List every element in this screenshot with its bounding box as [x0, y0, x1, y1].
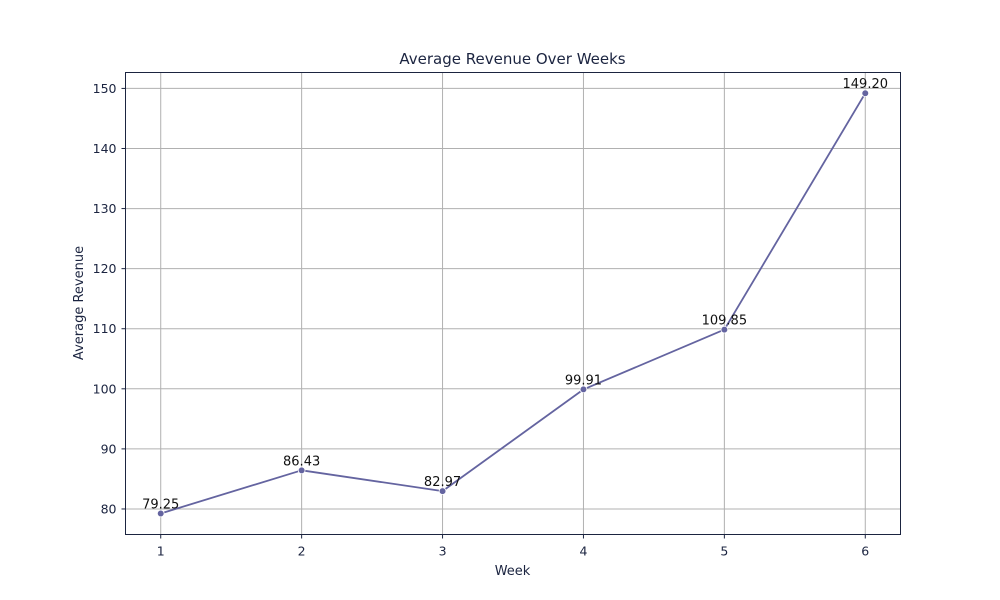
- y-tick-label: 110: [93, 321, 117, 336]
- y-tick-label: 100: [93, 381, 117, 396]
- data-label: 86.43: [283, 454, 320, 469]
- y-tick-label: 150: [93, 81, 117, 96]
- data-point: [861, 89, 870, 98]
- data-label: 99.91: [565, 373, 602, 388]
- axis-ticks: 1 2 3 4 5 6 80 90 100 110 120 130 140 150: [93, 81, 870, 559]
- x-axis-label: Week: [495, 564, 531, 579]
- x-tick-label: 5: [720, 544, 728, 559]
- y-tick-label: 120: [93, 261, 117, 276]
- x-tick-label: 3: [439, 544, 447, 559]
- data-point: [156, 509, 165, 518]
- chart-title: Average Revenue Over Weeks: [399, 50, 625, 68]
- x-tick-label: 2: [298, 544, 306, 559]
- y-tick-label: 130: [93, 201, 117, 216]
- data-point: [720, 325, 729, 334]
- data-label: 149.20: [843, 77, 889, 92]
- series: [156, 89, 870, 518]
- y-axis-label: Average Revenue: [72, 246, 87, 360]
- y-tick-label: 140: [93, 141, 117, 156]
- data-point: [579, 385, 588, 394]
- data-label: 79.25: [142, 497, 179, 512]
- x-tick-label: 4: [579, 544, 587, 559]
- y-tick-label: 80: [101, 501, 117, 516]
- data-point: [297, 466, 306, 475]
- plot-frame: [125, 72, 901, 535]
- x-tick-label: 1: [157, 544, 165, 559]
- series-line: [160, 92, 867, 515]
- grid: [125, 72, 901, 535]
- y-tick-label: 90: [101, 441, 117, 456]
- data-label: 109.85: [702, 314, 748, 329]
- data-point: [438, 487, 447, 495]
- x-tick-label: 6: [861, 544, 869, 559]
- data-labels: 79.25 86.43 82.97 99.91 109.85 149.20: [142, 77, 888, 512]
- data-label: 82.97: [424, 475, 461, 490]
